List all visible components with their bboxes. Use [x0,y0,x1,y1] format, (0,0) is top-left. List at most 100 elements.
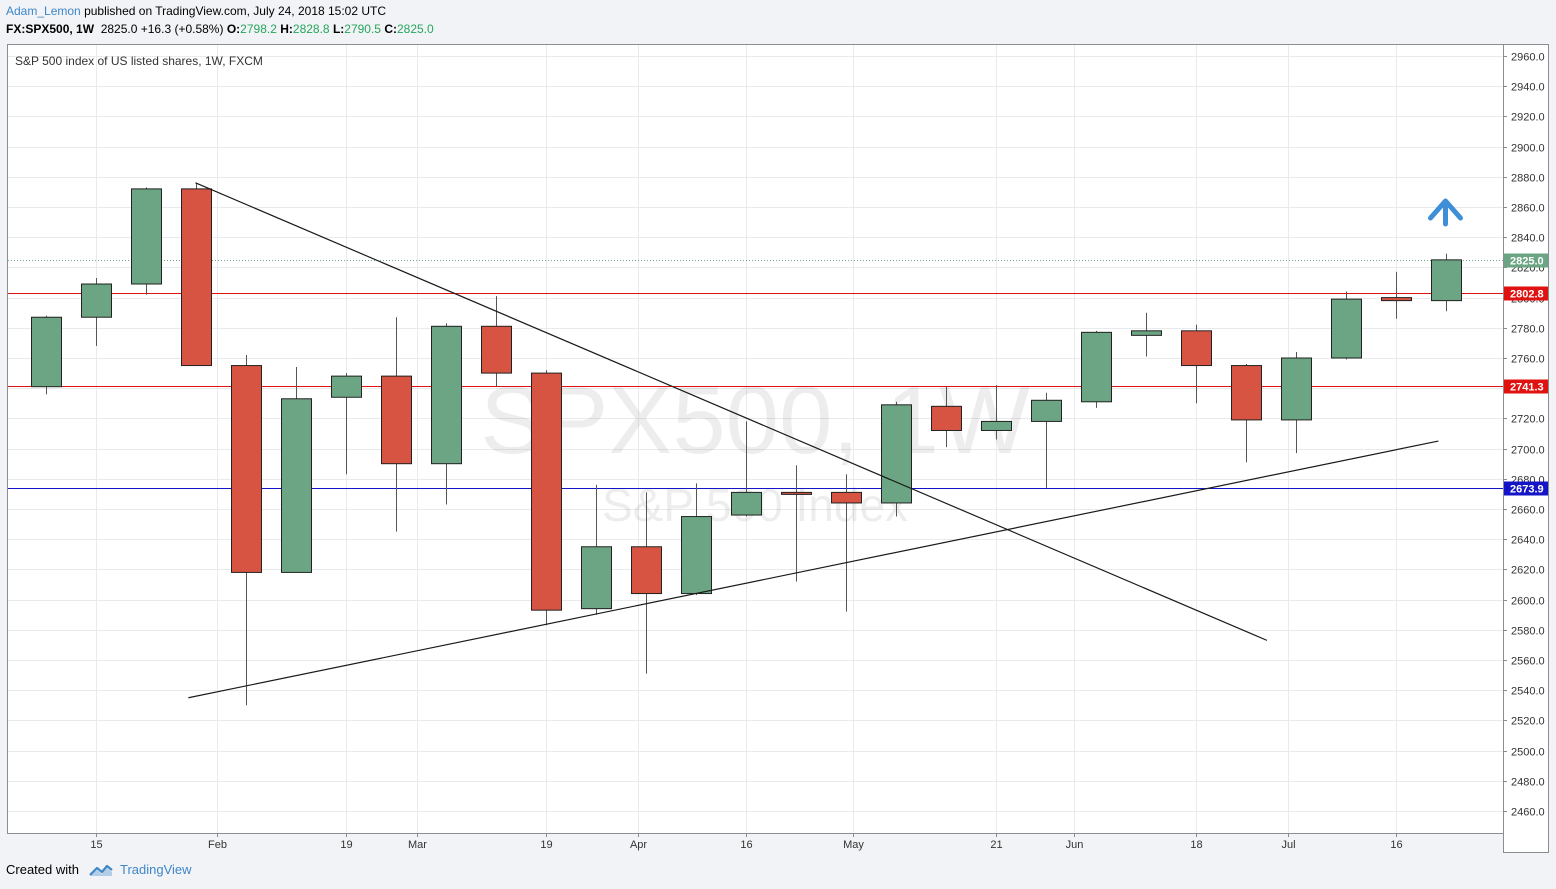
high-value: 2828.8 [292,22,330,36]
candle-body [31,316,62,388]
candle-body [581,546,612,610]
change-value: +16.3 (+0.58%) [140,22,224,36]
candle-body [181,188,212,367]
candle-body [1081,331,1112,403]
last-price-label-bg [1504,253,1548,268]
published-text: published on TradingView.com, July 24, 2… [84,4,387,18]
y-tick-label: 2960.0 [1511,52,1545,64]
candle-body [531,372,562,611]
candle-body [1181,330,1212,367]
candle-body [981,420,1012,431]
symbol-label: FX:SPX500, 1W [6,22,95,36]
x-tick-label: Apr [630,839,647,851]
level-label: 2741.3 [1510,382,1544,394]
chart-header: Adam_Lemon published on TradingView.com,… [6,4,1546,40]
author-link[interactable]: Adam_Lemon [6,4,81,18]
x-tick-label: May [843,839,864,851]
y-tick-label: 2880.0 [1511,173,1545,185]
symbol-line: FX:SPX500, 1W 2825.0 +16.3 (+0.58%) O:27… [6,22,434,36]
y-tick-label: 2760.0 [1511,354,1545,366]
x-tick-label: Jul [1281,839,1295,851]
y-tick-label: 2580.0 [1511,626,1545,638]
y-tick-label: 2940.0 [1511,82,1545,94]
candle-body [131,188,162,285]
y-tick-label: 2520.0 [1511,716,1545,728]
open-value: 2798.2 [240,22,277,36]
x-tick-label: 19 [340,839,352,851]
x-tick-label: 19 [540,839,552,851]
high-label: H: [280,22,293,36]
footer: Created with TradingView [6,862,192,882]
candle-body [331,375,362,398]
last-price-label: 2825.0 [1510,256,1544,268]
markers [1428,198,1463,227]
candle-body [631,546,662,595]
tradingview-brand[interactable]: TradingView [120,862,192,877]
y-tick-label: 2900.0 [1511,143,1545,155]
y-tick-label: 2540.0 [1511,686,1545,698]
low-value: 2790.5 [344,22,381,36]
candle-body [1381,297,1412,302]
x-tick-label: 15 [90,839,102,851]
candle-body [481,325,512,374]
last-value: 2825.0 [100,22,138,36]
candles [31,182,1462,706]
y-tick-label: 2500.0 [1511,747,1545,759]
price-axis[interactable] [1503,44,1549,853]
publish-line: Adam_Lemon published on TradingView.com,… [6,4,386,18]
candle-body [431,325,462,465]
trendline [195,182,1268,641]
axes: 2960.0 2940.0 2920.0 2900.0 2880.0 2860.0 2840… [90,52,1548,851]
trendlines [188,182,1439,699]
candle-body [281,398,312,573]
level-label-bg [1504,481,1548,496]
level-label: 2802.8 [1510,289,1544,301]
y-tick-label: 2920.0 [1511,112,1545,124]
level-label-bg [1504,286,1548,301]
x-tick-label: 21 [990,839,1002,851]
candle-body [381,375,412,465]
candle-body [1331,298,1362,359]
close-label: C: [384,22,397,36]
candle-body [81,283,112,318]
candle-body [1281,357,1312,421]
x-tick-label: 18 [1190,839,1202,851]
tradingview-logo-icon [88,864,113,876]
open-label: O: [226,22,241,36]
y-tick-label: 2720.0 [1511,414,1545,426]
y-tick-label: 2660.0 [1511,505,1545,517]
y-tick-label: 2560.0 [1511,656,1545,668]
x-tick-label: Feb [208,839,227,851]
y-tick-label: 2840.0 [1511,233,1545,245]
y-tick-label: 2640.0 [1511,535,1545,547]
trendline [188,440,1439,699]
y-tick-label: 2620.0 [1511,565,1545,577]
candle-body [681,516,712,595]
candle-body [831,491,862,504]
candle-body [1231,365,1262,421]
level-label: 2673.9 [1510,484,1544,496]
y-tick-label: 2780.0 [1511,324,1545,336]
x-tick-label: 16 [1390,839,1402,851]
x-tick-label: 16 [740,839,752,851]
y-tick-label: 2860.0 [1511,203,1545,215]
candle-body [231,365,262,573]
candle-body [931,405,962,431]
chart-title: S&P 500 index of US listed shares, 1W, F… [15,54,263,68]
candle-body [1031,399,1062,422]
x-tick-label: Jun [1066,839,1084,851]
candle-body [881,404,912,504]
level-label-bg [1504,379,1548,394]
y-tick-label: 2460.0 [1511,807,1545,819]
y-tick-label: 2700.0 [1511,445,1545,457]
y-tick-label: 2480.0 [1511,777,1545,789]
candle-body [1131,330,1162,336]
candle-body [731,491,762,516]
candle-body [781,491,812,495]
y-tick-label: 2600.0 [1511,596,1545,608]
candle-body [1431,259,1462,302]
low-label: L: [332,22,345,36]
created-with-text: Created with [6,862,79,877]
x-tick-label: Mar [408,839,427,851]
